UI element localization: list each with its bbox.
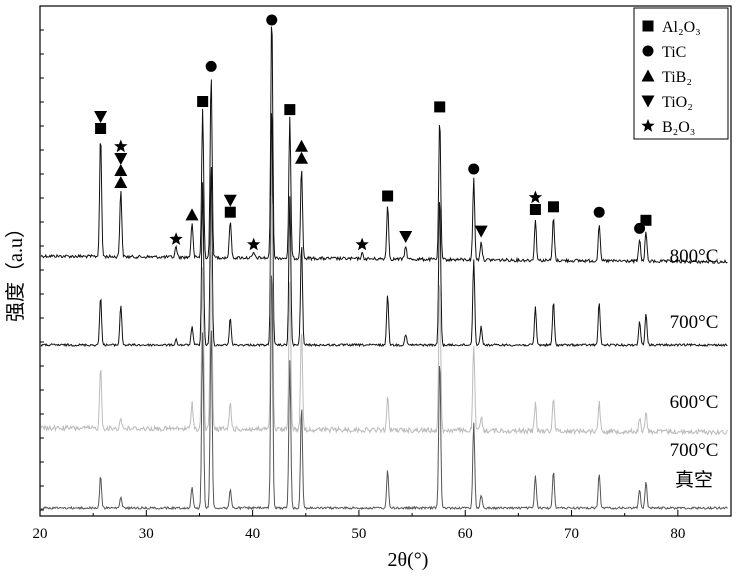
triangle-up-marker xyxy=(295,140,308,152)
series-line xyxy=(41,196,727,435)
star-marker xyxy=(169,232,182,245)
square-marker xyxy=(197,96,208,107)
series-line xyxy=(41,276,727,510)
star-marker xyxy=(529,191,542,204)
square-marker xyxy=(434,101,445,112)
triangle-down-marker xyxy=(114,153,127,165)
series-label: 800°C xyxy=(670,246,719,267)
x-axis-title: 2θ(°) xyxy=(388,549,429,571)
square-marker xyxy=(284,104,295,115)
square-marker xyxy=(643,21,654,32)
x-tick-label: 30 xyxy=(139,526,154,542)
legend-label: TiO₂ xyxy=(662,94,693,111)
square-marker xyxy=(382,191,393,202)
triangle-down-marker xyxy=(475,226,488,238)
legend-label: TiB₂ xyxy=(662,69,692,86)
square-marker xyxy=(548,201,559,212)
legend-label: Al₂O₃ xyxy=(662,19,701,36)
series-label: 700°C xyxy=(670,440,719,461)
series-label: 700°C xyxy=(670,312,719,333)
circle-marker xyxy=(206,61,217,72)
star-marker xyxy=(247,238,260,251)
series-labels: 800°C 700°C 600°C 700°C 真空 xyxy=(670,246,719,491)
series-line xyxy=(41,27,727,264)
triangle-up-marker xyxy=(186,208,199,220)
triangle-up-marker xyxy=(295,152,308,164)
triangle-up-marker xyxy=(114,164,127,176)
phase-markers xyxy=(94,15,651,251)
series-label: 真空 xyxy=(675,469,713,491)
legend: Al₂O₃ TiC TiB₂ TiO₂ B₂O₃ xyxy=(634,8,728,139)
triangle-down-marker xyxy=(224,195,237,207)
x-tick-label: 70 xyxy=(564,526,579,542)
x-tick-label: 80 xyxy=(670,526,685,542)
series-traces xyxy=(41,27,727,510)
square-marker xyxy=(530,204,541,215)
circle-marker xyxy=(468,164,479,175)
x-axis-ticks: 20 30 40 50 60 70 80 xyxy=(33,510,686,542)
star-marker xyxy=(356,238,369,251)
triangle-up-marker xyxy=(114,176,127,188)
series-line xyxy=(41,113,727,346)
circle-marker xyxy=(643,46,654,57)
x-tick-label: 50 xyxy=(351,526,366,542)
star-marker xyxy=(114,140,127,153)
x-tick-label: 20 xyxy=(33,526,48,542)
square-marker xyxy=(95,123,106,134)
legend-label: B₂O₃ xyxy=(662,119,695,136)
circle-marker xyxy=(266,15,277,26)
circle-marker xyxy=(594,207,605,218)
triangle-down-marker xyxy=(94,111,107,123)
legend-label: TiC xyxy=(662,44,686,61)
series-label: 600°C xyxy=(670,392,719,413)
x-tick-label: 40 xyxy=(245,526,260,542)
square-marker xyxy=(640,215,651,226)
y-axis-title: 强度（a.u） xyxy=(4,218,27,322)
square-marker xyxy=(225,207,236,218)
x-tick-label: 60 xyxy=(458,526,473,542)
triangle-down-marker xyxy=(399,231,412,243)
